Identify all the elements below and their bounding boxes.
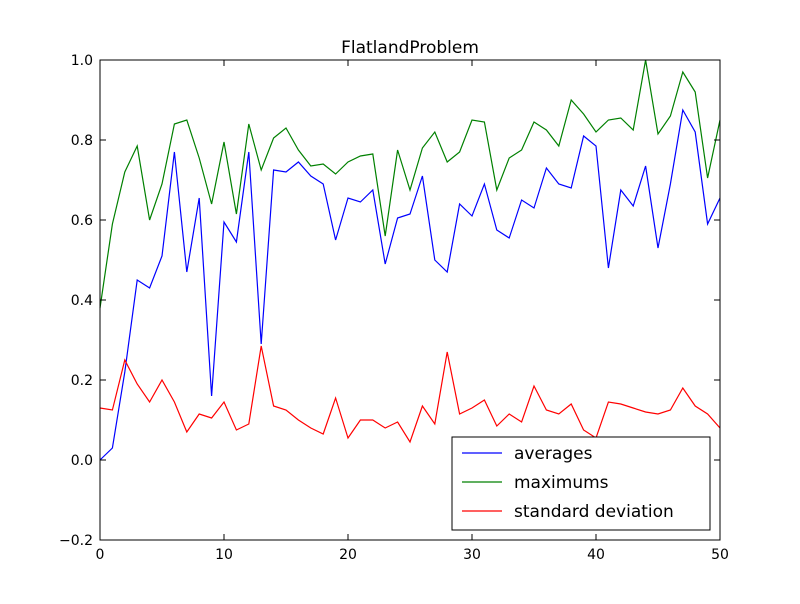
x-tick-label: 40	[587, 547, 605, 563]
x-tick-label: 30	[463, 547, 481, 563]
series-layer	[99, 59, 721, 461]
legend: averages maximums standard deviation	[451, 436, 711, 531]
y-tick-label: 0.0	[71, 453, 93, 469]
legend-label-maximums: maximums	[514, 473, 609, 493]
y-tick-label: 0.8	[71, 133, 93, 149]
y-tick-label: 0.2	[71, 373, 93, 389]
legend-label-standard-deviation: standard deviation	[514, 502, 674, 522]
legend-label-averages: averages	[514, 444, 593, 464]
y-tick-label: 1.0	[71, 53, 93, 69]
chart-title: FlatlandProblem	[341, 38, 479, 58]
x-tick-label: 10	[215, 547, 233, 563]
ticks-layer: 0 10 20 30 40 50 −0.2 0.0 0.2 0.4 0.6 0.8 1.0	[59, 53, 729, 563]
y-tick-label: −0.2	[59, 533, 93, 549]
series-line-averages	[99, 108, 721, 461]
x-tick-label: 0	[96, 547, 105, 563]
x-tick-label: 50	[711, 547, 729, 563]
series-line-maximums	[99, 59, 721, 309]
x-tick-label: 20	[339, 547, 357, 563]
series-line-standard-deviation	[99, 345, 721, 444]
y-tick-label: 0.6	[71, 213, 93, 229]
y-tick-label: 0.4	[71, 293, 93, 309]
